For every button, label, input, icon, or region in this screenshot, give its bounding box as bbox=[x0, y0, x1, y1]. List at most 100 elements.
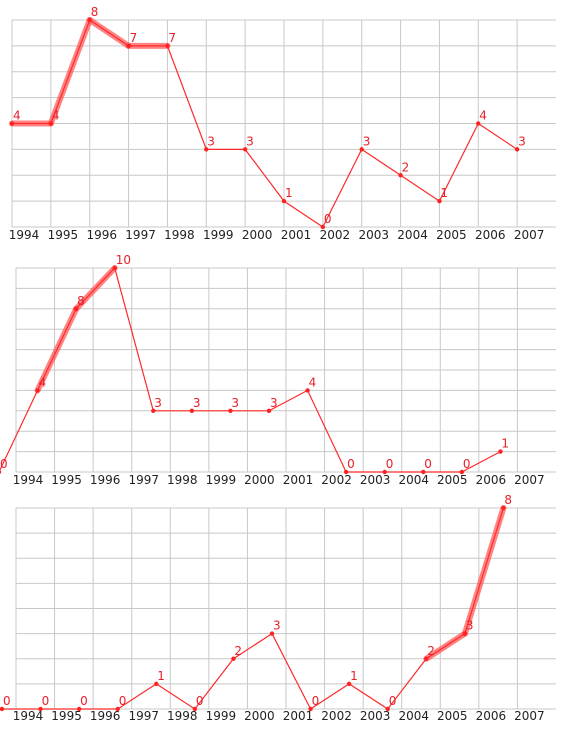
x-tick-label: 2006 bbox=[476, 473, 507, 487]
data-point bbox=[476, 121, 481, 126]
x-tick-label: 2002 bbox=[321, 473, 352, 487]
data-label: 0 bbox=[424, 457, 432, 471]
data-point bbox=[462, 631, 468, 636]
data-label: 8 bbox=[91, 5, 99, 19]
x-tick-label: 2000 bbox=[244, 473, 275, 487]
x-tick-label: 1996 bbox=[90, 709, 121, 723]
x-tick-label: 1997 bbox=[128, 473, 159, 487]
data-label: 0 bbox=[119, 694, 127, 708]
chart-panel-1: 1994 1995 1996 1997 1998 1999 2000 2001 2002 2003… bbox=[9, 5, 556, 242]
data-point bbox=[151, 408, 156, 413]
x-tick-label: 1999 bbox=[206, 709, 237, 723]
data-label: 7 bbox=[130, 31, 138, 45]
data-point bbox=[421, 469, 426, 475]
data-label: 1 bbox=[157, 669, 165, 683]
data-label: 10 bbox=[116, 253, 131, 267]
x-tick-label: 2002 bbox=[320, 228, 351, 242]
data-label: 0 bbox=[42, 694, 50, 708]
data-point bbox=[346, 681, 352, 687]
x-tick-label: 1994 bbox=[9, 228, 40, 242]
x-tick-label: 1998 bbox=[164, 228, 195, 242]
data-point bbox=[305, 388, 310, 393]
grid bbox=[15, 267, 556, 473]
data-point bbox=[73, 306, 79, 311]
x-tick-label: 2001 bbox=[283, 709, 314, 723]
data-point bbox=[165, 43, 170, 49]
x-tick-label: 2000 bbox=[244, 709, 275, 723]
x-tick-label: 1998 bbox=[167, 709, 198, 723]
data-label: 4 bbox=[39, 375, 47, 389]
data-label: 8 bbox=[77, 294, 85, 308]
x-tick-label: 2003 bbox=[358, 228, 389, 242]
data-label: 3 bbox=[466, 619, 474, 633]
x-tick-label: 2005 bbox=[437, 709, 468, 723]
x-tick-label: 2006 bbox=[475, 228, 506, 242]
data-label: 7 bbox=[168, 31, 176, 45]
data-label: 8 bbox=[504, 493, 512, 507]
x-tick-label: 1995 bbox=[51, 709, 82, 723]
data-label: 3 bbox=[363, 134, 371, 148]
x-tick-label: 1999 bbox=[206, 473, 237, 487]
x-tick-label: 2007 bbox=[514, 228, 545, 242]
data-label: 2 bbox=[234, 644, 242, 658]
x-tick-label: 2003 bbox=[360, 709, 391, 723]
data-point bbox=[9, 121, 15, 126]
x-tick-label: 2000 bbox=[242, 228, 273, 242]
data-point bbox=[231, 656, 236, 661]
data-label: 3 bbox=[518, 134, 526, 148]
x-tick-label: 2005 bbox=[436, 228, 467, 242]
data-label: 0 bbox=[3, 694, 11, 708]
data-label: 0 bbox=[389, 694, 397, 708]
x-tick-label: 2006 bbox=[476, 709, 507, 723]
data-point bbox=[308, 706, 313, 712]
x-tick-label: 1994 bbox=[13, 473, 44, 487]
data-point bbox=[385, 706, 390, 712]
data-point bbox=[35, 388, 40, 393]
data-point bbox=[112, 265, 117, 271]
chart-panel-2: 1994 1995 1996 1997 1998 1999 2000 2001 2002 2003… bbox=[0, 253, 556, 487]
data-label: 1 bbox=[501, 437, 509, 451]
data-label: 3 bbox=[273, 619, 281, 633]
data-point bbox=[398, 173, 403, 178]
data-label: 3 bbox=[270, 396, 278, 410]
data-label: 0 bbox=[324, 212, 332, 226]
x-tick-label: 2001 bbox=[281, 228, 312, 242]
data-label: 3 bbox=[193, 396, 201, 410]
x-tick-label: 2004 bbox=[398, 473, 429, 487]
data-point bbox=[501, 505, 506, 511]
x-tick-label: 1999 bbox=[203, 228, 234, 242]
x-tick-label: 1996 bbox=[90, 473, 121, 487]
x-tick-label: 1997 bbox=[128, 709, 159, 723]
data-label: 3 bbox=[154, 396, 162, 410]
x-tick-label: 2001 bbox=[283, 473, 314, 487]
x-tick-label: 2005 bbox=[437, 473, 468, 487]
data-point bbox=[228, 408, 233, 413]
x-tick-label: 2007 bbox=[514, 709, 545, 723]
data-point bbox=[242, 147, 248, 152]
data-label: 2 bbox=[402, 160, 410, 174]
data-label: 4 bbox=[309, 375, 317, 389]
data-point bbox=[38, 706, 43, 712]
data-point bbox=[76, 706, 82, 712]
data-point bbox=[269, 631, 275, 636]
data-point bbox=[281, 198, 287, 204]
series-line bbox=[12, 19, 518, 228]
data-label: 3 bbox=[231, 396, 239, 410]
x-tick-label: 1997 bbox=[125, 228, 156, 242]
x-tick-label: 2002 bbox=[321, 709, 352, 723]
data-label: 0 bbox=[386, 457, 394, 471]
x-tick-label: 1995 bbox=[51, 473, 82, 487]
data-point bbox=[514, 147, 520, 152]
data-label: 0 bbox=[0, 457, 8, 471]
data-label: 4 bbox=[13, 109, 21, 123]
grid bbox=[11, 19, 556, 228]
data-label: 2 bbox=[427, 644, 435, 658]
x-tick-label: 2003 bbox=[360, 473, 391, 487]
data-label: 3 bbox=[207, 134, 215, 148]
data-label: 0 bbox=[347, 457, 355, 471]
data-label: 0 bbox=[80, 694, 88, 708]
data-point bbox=[359, 147, 364, 152]
data-point bbox=[320, 224, 326, 230]
chart-panel-3: 1994 1995 1996 1997 1998 1999 2000 2001 2002 2003… bbox=[0, 493, 556, 723]
